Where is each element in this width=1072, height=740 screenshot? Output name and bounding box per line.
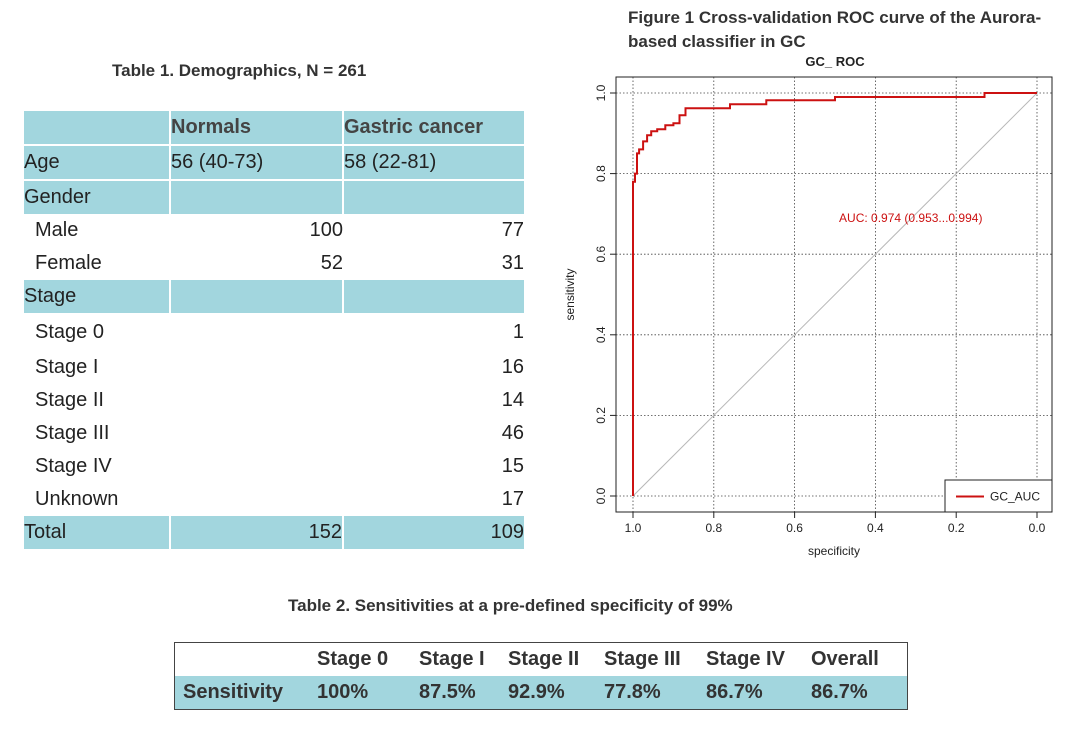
male-gc: 77: [501, 219, 524, 241]
table2-header-stage-ii: Stage II: [508, 648, 580, 670]
table1-header-row: Normals Gastric cancer: [24, 111, 524, 145]
x-tick-label: 0.2: [948, 521, 965, 535]
table1-header-normals: Normals: [169, 111, 343, 145]
sensitivity-stage-0: 100%: [317, 676, 419, 709]
table2-header-row: Stage 0 Stage I Stage II Stage III Stage…: [175, 643, 907, 676]
table1-header-empty: [24, 111, 170, 145]
table1-row-stage-i: Stage I 16: [24, 351, 524, 384]
table2-header-stage-iii: Stage III: [604, 648, 681, 670]
stage-row-gc: 16: [501, 356, 524, 378]
table1-row-stage-0: Stage 0 1: [24, 313, 524, 351]
table2-row-sensitivity: Sensitivity 100% 87.5% 92.9% 77.8% 86.7%…: [175, 676, 907, 709]
total-normals: 152: [169, 516, 343, 549]
stage-row-label: Stage 0: [35, 321, 104, 343]
x-tick-label: 1.0: [625, 521, 642, 535]
stage-normals: [169, 280, 343, 313]
table2-header-stage-0: Stage 0: [317, 648, 389, 670]
gender-label: Gender: [24, 179, 170, 214]
roc-chart: GC_ ROC 1.0 0.8 0.6 0.4 0.2 0.0 0.00.20.40.60…: [563, 54, 1053, 558]
reference-diagonal: [632, 92, 1038, 497]
table1-row-female: Female 52 31: [24, 247, 524, 280]
gender-gc: [342, 179, 524, 214]
y-tick-label: 0.2: [594, 407, 608, 424]
age-normals: 56 (40-73): [169, 144, 343, 180]
stage-row-label: Stage II: [35, 389, 104, 411]
roc-curve-gc-auc: [632, 92, 1037, 496]
x-tick-label: 0.4: [867, 521, 884, 535]
stage-row-normals: [170, 384, 343, 417]
sensitivity-stage-iv: 86.7%: [706, 676, 811, 709]
table1-row-total: Total 152 109: [24, 516, 524, 549]
table1-row-stage-iii: Stage III 46: [24, 417, 524, 450]
y-axis: 0.0 0.2 0.4 0.6 0.8 1.0: [594, 84, 616, 504]
table1-row-gender: Gender: [24, 179, 524, 214]
sensitivity-stage-ii: 92.9%: [508, 676, 604, 709]
female-label: Female: [35, 252, 102, 274]
y-tick-label: 0.6: [594, 246, 608, 263]
table2-header-stage-i: Stage I: [419, 648, 485, 670]
stage-row-normals: [170, 351, 343, 384]
table1: Normals Gastric cancer Age 56 (40-73) 58…: [24, 111, 524, 549]
total-label: Total: [24, 516, 170, 549]
x-tick-label: 0.8: [705, 521, 722, 535]
stage-row-gc: 46: [501, 422, 524, 444]
gender-normals: [169, 179, 343, 214]
stage-row-normals: [170, 483, 343, 516]
sensitivity-overall: 86.7%: [811, 676, 907, 709]
legend-entry-gc-auc: GC_AUC: [990, 490, 1040, 504]
y-tick-label: 0.8: [594, 165, 608, 182]
stage-row-label: Unknown: [35, 488, 119, 510]
sensitivity-stage-iii: 77.8%: [604, 676, 706, 709]
male-normals: 100: [309, 219, 343, 241]
female-gc: 31: [501, 252, 524, 274]
auc-annotation: AUC: 0.974 (0.953...0.994): [839, 211, 982, 225]
table1-header-gc: Gastric cancer: [342, 111, 524, 145]
total-gc: 109: [342, 516, 524, 549]
x-axis-label: specificity: [808, 544, 860, 558]
x-tick-label: 0.0: [1029, 521, 1046, 535]
stage-row-label: Stage III: [35, 422, 110, 444]
chart-title: GC_ ROC: [805, 54, 865, 69]
stage-row-gc: 17: [501, 488, 524, 510]
stage-row-gc: 1: [512, 321, 524, 343]
figure1-caption: Figure 1 Cross-validation ROC curve of t…: [628, 8, 1042, 51]
age-gc: 58 (22-81): [342, 144, 524, 180]
table2-caption: Table 2. Sensitivities at a pre-defined …: [288, 596, 733, 615]
stage-row-normals: [170, 450, 343, 483]
table2-header-empty: [175, 643, 317, 676]
table1-row-stage-iv: Stage IV 15: [24, 450, 524, 483]
table1-row-stage: Stage: [24, 280, 524, 313]
y-tick-label: 1.0: [594, 84, 608, 101]
female-normals: 52: [320, 252, 343, 274]
y-tick-label: 0.0: [594, 487, 608, 504]
x-tick-label: 0.6: [786, 521, 803, 535]
chart-legend: GC_AUC: [944, 479, 1053, 513]
table1-row-age: Age 56 (40-73) 58 (22-81): [24, 144, 524, 180]
stage-row-gc: 14: [501, 389, 524, 411]
y-tick-label: 0.4: [594, 326, 608, 343]
stage-row-gc: 15: [501, 455, 524, 477]
table2-header-stage-iv: Stage IV: [706, 648, 785, 670]
stage-row-label: Stage I: [35, 356, 99, 378]
stage-label: Stage: [24, 280, 170, 313]
stage-row-normals: [170, 417, 343, 450]
y-axis-label: sensitivity: [563, 268, 577, 320]
table1-row-stage-ii: Stage II 14: [24, 384, 524, 417]
table2: Stage 0 Stage I Stage II Stage III Stage…: [174, 642, 908, 710]
table1-caption: Table 1. Demographics, N = 261: [112, 61, 367, 80]
age-label: Age: [24, 144, 170, 180]
stage-gc: [342, 280, 524, 313]
stage-row-label: Stage IV: [35, 455, 112, 477]
male-label: Male: [35, 219, 79, 241]
chart-grid: [616, 77, 1052, 512]
sensitivity-label: Sensitivity: [175, 676, 317, 709]
plot-frame: [615, 76, 1053, 513]
sensitivity-stage-i: 87.5%: [419, 676, 508, 709]
x-axis: 1.0 0.8 0.6 0.4 0.2 0.0: [625, 512, 1046, 535]
table1-row-male: Male 100 77: [24, 214, 524, 247]
table1-row-unknown: Unknown 17: [24, 483, 524, 516]
table2-header-overall: Overall: [811, 648, 879, 670]
stage-row-normals: [170, 313, 343, 351]
